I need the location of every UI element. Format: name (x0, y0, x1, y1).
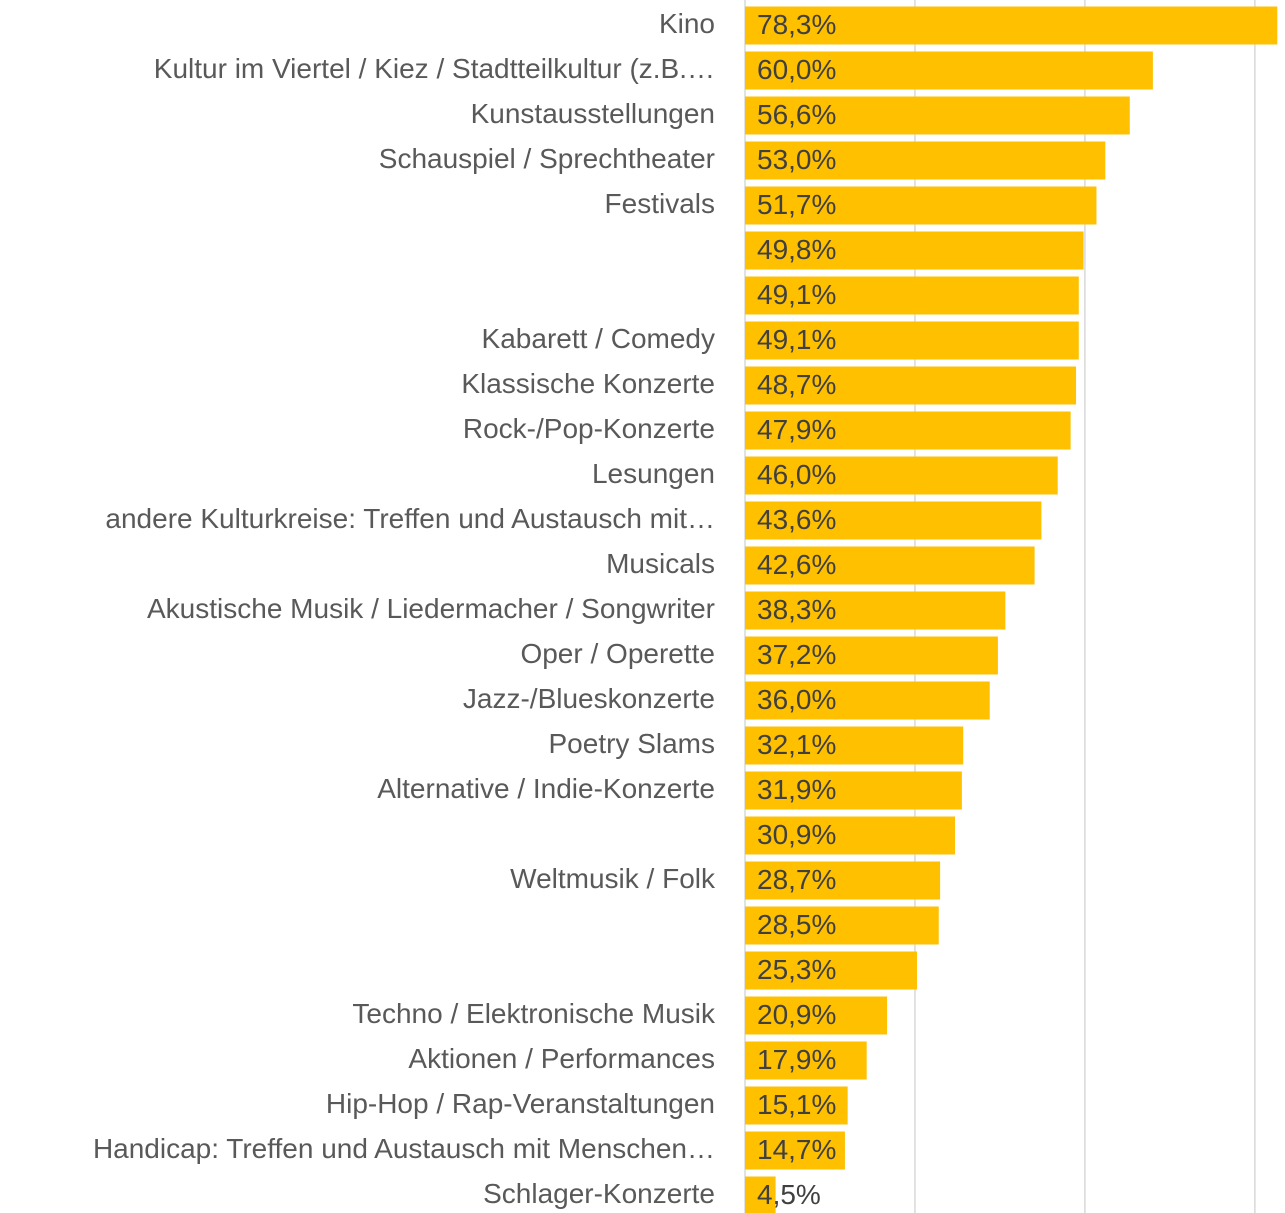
category-label: Festivals (605, 188, 715, 219)
category-label: Techno / Elektronische Musik (352, 998, 716, 1029)
value-label: 28,5% (757, 909, 836, 940)
category-label: andere Kulturkreise: Treffen und Austaus… (105, 503, 715, 534)
category-label: Rock-/Pop-Konzerte (463, 413, 715, 444)
value-label: 56,6% (757, 99, 836, 130)
value-label: 25,3% (757, 954, 836, 985)
value-label: 15,1% (757, 1089, 836, 1120)
category-label: Weltmusik / Folk (510, 863, 716, 894)
value-label: 28,7% (757, 864, 836, 895)
category-label: Alternative / Indie-Konzerte (377, 773, 715, 804)
value-label: 49,1% (757, 279, 836, 310)
bar (745, 906, 939, 945)
value-label: 4,5% (757, 1179, 821, 1210)
bar (745, 231, 1084, 270)
bar (745, 6, 1278, 45)
category-label: Hip-Hop / Rap-Veranstaltungen (326, 1088, 715, 1119)
value-label: 30,9% (757, 819, 836, 850)
bar (745, 996, 888, 1035)
bar (745, 1131, 845, 1170)
bar (745, 501, 1042, 540)
category-label: Kunstausstellungen (471, 98, 715, 129)
category-label: Kabarett / Comedy (482, 323, 715, 354)
bar (745, 1176, 776, 1213)
bar (745, 636, 998, 675)
value-label: 17,9% (757, 1044, 836, 1075)
category-label: Jazz-/Blueskonzerte (463, 683, 715, 714)
bar (745, 861, 941, 900)
category-label: Musicals (606, 548, 715, 579)
bar (745, 321, 1079, 360)
category-label: Schauspiel / Sprechtheater (379, 143, 715, 174)
value-label: 37,2% (757, 639, 836, 670)
value-label: 49,8% (757, 234, 836, 265)
bar (745, 816, 956, 855)
value-label: 31,9% (757, 774, 836, 805)
bar (745, 366, 1077, 405)
value-label: 78,3% (757, 9, 836, 40)
bar (745, 411, 1071, 450)
bar (745, 546, 1035, 585)
value-label: 14,7% (757, 1134, 836, 1165)
value-label: 46,0% (757, 459, 836, 490)
bar (745, 771, 962, 810)
value-label: 49,1% (757, 324, 836, 355)
category-label: Lesungen (592, 458, 715, 489)
value-label: 51,7% (757, 189, 836, 220)
value-label: 53,0% (757, 144, 836, 175)
bar (745, 1086, 848, 1125)
category-label: Poetry Slams (549, 728, 716, 759)
bar (745, 186, 1097, 225)
bar (745, 726, 964, 765)
category-label: Handicap: Treffen und Austausch mit Mens… (93, 1133, 715, 1164)
bar (745, 51, 1153, 90)
bar (745, 591, 1006, 630)
value-label: 42,6% (757, 549, 836, 580)
value-label: 36,0% (757, 684, 836, 715)
value-label: 32,1% (757, 729, 836, 760)
category-label: Aktionen / Performances (408, 1043, 715, 1074)
value-label: 47,9% (757, 414, 836, 445)
category-label: Kino (659, 8, 715, 39)
bar (745, 681, 990, 720)
bar (745, 456, 1058, 495)
bar (745, 1041, 867, 1080)
value-label: 43,6% (757, 504, 836, 535)
category-label: Oper / Operette (520, 638, 715, 669)
bar (745, 951, 917, 990)
value-label: 20,9% (757, 999, 836, 1030)
bar (745, 96, 1130, 135)
bar (745, 276, 1079, 315)
category-label: Akustische Musik / Liedermacher / Songwr… (147, 593, 715, 624)
value-label: 60,0% (757, 54, 836, 85)
category-label: Schlager-Konzerte (483, 1178, 715, 1209)
value-label: 48,7% (757, 369, 836, 400)
value-label: 38,3% (757, 594, 836, 625)
category-label: Kultur im Viertel / Kiez / Stadtteilkult… (154, 53, 715, 84)
category-label: Klassische Konzerte (461, 368, 715, 399)
bar (745, 141, 1106, 180)
